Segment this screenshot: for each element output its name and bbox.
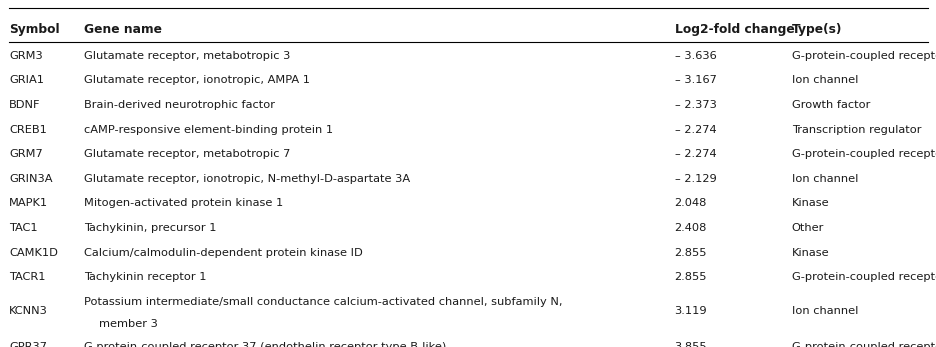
Text: BDNF: BDNF — [9, 100, 41, 110]
Text: 2.048: 2.048 — [674, 198, 707, 209]
Text: Other: Other — [791, 223, 824, 233]
Text: 3.855: 3.855 — [674, 342, 707, 347]
Text: – 2.129: – 2.129 — [674, 174, 716, 184]
Text: MAPK1: MAPK1 — [9, 198, 49, 209]
Text: Log2-fold change: Log2-fold change — [674, 23, 794, 35]
Text: GRIA1: GRIA1 — [9, 75, 44, 85]
Text: – 3.167: – 3.167 — [674, 75, 716, 85]
Text: Type(s): Type(s) — [791, 23, 841, 35]
Text: TAC1: TAC1 — [9, 223, 38, 233]
Text: Gene name: Gene name — [84, 23, 162, 35]
Text: – 2.274: – 2.274 — [674, 125, 715, 135]
Text: Glutamate receptor, metabotropic 7: Glutamate receptor, metabotropic 7 — [84, 149, 290, 159]
Text: – 3.636: – 3.636 — [674, 51, 716, 61]
Text: 2.855: 2.855 — [674, 248, 707, 258]
Text: Kinase: Kinase — [791, 198, 828, 209]
Text: CAMK1D: CAMK1D — [9, 248, 58, 258]
Text: Ion channel: Ion channel — [791, 174, 857, 184]
Text: Glutamate receptor, metabotropic 3: Glutamate receptor, metabotropic 3 — [84, 51, 290, 61]
Text: Tachykinin, precursor 1: Tachykinin, precursor 1 — [84, 223, 216, 233]
Text: G-protein-coupled receptor: G-protein-coupled receptor — [791, 342, 936, 347]
Text: 2.408: 2.408 — [674, 223, 707, 233]
Text: CREB1: CREB1 — [9, 125, 47, 135]
Text: G protein-coupled receptor 37 (endothelin receptor type B-like): G protein-coupled receptor 37 (endotheli… — [84, 342, 446, 347]
Text: cAMP-responsive element-binding protein 1: cAMP-responsive element-binding protein … — [84, 125, 333, 135]
Text: GRM7: GRM7 — [9, 149, 43, 159]
Text: – 2.373: – 2.373 — [674, 100, 716, 110]
Text: Transcription regulator: Transcription regulator — [791, 125, 920, 135]
Text: member 3: member 3 — [99, 319, 158, 329]
Text: GRIN3A: GRIN3A — [9, 174, 52, 184]
Text: G-protein-coupled receptor: G-protein-coupled receptor — [791, 149, 936, 159]
Text: Symbol: Symbol — [9, 23, 60, 35]
Text: KCNN3: KCNN3 — [9, 306, 48, 316]
Text: GPR37: GPR37 — [9, 342, 48, 347]
Text: 3.119: 3.119 — [674, 306, 707, 316]
Text: Brain-derived neurotrophic factor: Brain-derived neurotrophic factor — [84, 100, 275, 110]
Text: Mitogen-activated protein kinase 1: Mitogen-activated protein kinase 1 — [84, 198, 284, 209]
Text: Growth factor: Growth factor — [791, 100, 870, 110]
Text: Calcium/calmodulin-dependent protein kinase ID: Calcium/calmodulin-dependent protein kin… — [84, 248, 362, 258]
Text: Ion channel: Ion channel — [791, 75, 857, 85]
Text: Glutamate receptor, ionotropic, N-methyl-D-aspartate 3A: Glutamate receptor, ionotropic, N-methyl… — [84, 174, 410, 184]
Text: Glutamate receptor, ionotropic, AMPA 1: Glutamate receptor, ionotropic, AMPA 1 — [84, 75, 310, 85]
Text: GRM3: GRM3 — [9, 51, 43, 61]
Text: Kinase: Kinase — [791, 248, 828, 258]
Text: Potassium intermediate/small conductance calcium-activated channel, subfamily N,: Potassium intermediate/small conductance… — [84, 297, 563, 307]
Text: Ion channel: Ion channel — [791, 306, 857, 316]
Text: G-protein-coupled receptor: G-protein-coupled receptor — [791, 272, 936, 282]
Text: 2.855: 2.855 — [674, 272, 707, 282]
Text: TACR1: TACR1 — [9, 272, 46, 282]
Text: G-protein-coupled receptor: G-protein-coupled receptor — [791, 51, 936, 61]
Text: Tachykinin receptor 1: Tachykinin receptor 1 — [84, 272, 207, 282]
Text: – 2.274: – 2.274 — [674, 149, 715, 159]
